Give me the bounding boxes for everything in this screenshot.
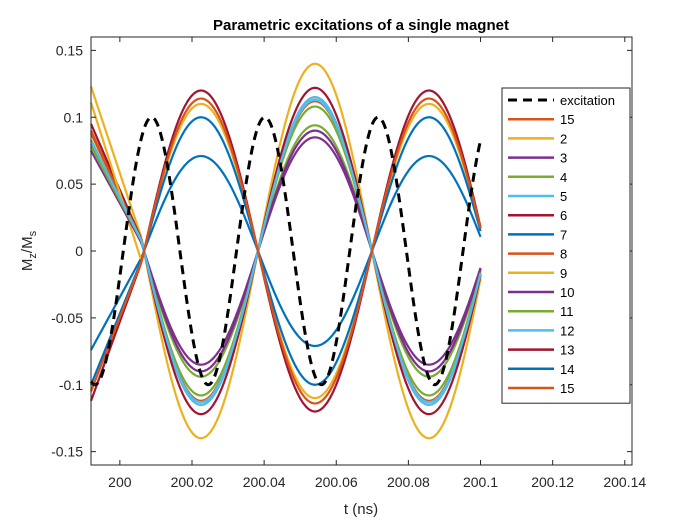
legend-label: 5 xyxy=(560,189,567,204)
legend-label: 9 xyxy=(560,266,567,281)
y-axis-label-sub-z: z xyxy=(27,253,39,259)
excitation-line xyxy=(89,115,482,387)
data-lines xyxy=(89,62,482,440)
x-tick-label: 200.12 xyxy=(531,474,574,490)
x-tick-label: 200.04 xyxy=(243,474,286,490)
axes: 200 200.02 200.04 200.06 200.08 200.1 200.12 20… xyxy=(51,36,646,490)
legend-label: 15 xyxy=(560,112,574,127)
y-axis-label-main: M xyxy=(19,259,36,272)
legend-label: 12 xyxy=(560,323,574,338)
legend-label: 4 xyxy=(560,170,567,185)
y-axis-label-mid: /M xyxy=(19,236,36,253)
chart-title: Parametric excitations of a single magne… xyxy=(213,17,509,34)
x-tick-label: 200.02 xyxy=(171,474,214,490)
y-tick-label: 0.15 xyxy=(56,42,83,58)
y-tick-label: 0.05 xyxy=(56,176,83,192)
y-tick-label: -0.05 xyxy=(51,310,83,326)
x-tick-label: 200.06 xyxy=(315,474,358,490)
series-line-2 xyxy=(89,62,482,440)
legend-label: 7 xyxy=(560,227,567,242)
x-tick-label: 200.14 xyxy=(603,474,646,490)
series-line-12 xyxy=(90,98,482,404)
y-tick-label: -0.15 xyxy=(51,444,83,460)
legend-label: 15 xyxy=(560,381,574,396)
y-tick-label: 0.1 xyxy=(64,109,84,125)
y-tick-label: -0.1 xyxy=(59,377,83,393)
legend-label: 11 xyxy=(560,304,574,319)
y-axis-label: Mz/Ms xyxy=(19,230,39,271)
legend-label: 6 xyxy=(560,208,567,223)
legend-label: 13 xyxy=(560,343,574,358)
series-line-7 xyxy=(90,154,482,351)
legend-label: 3 xyxy=(560,151,567,166)
y-tick-label: 0 xyxy=(75,243,83,259)
series-line-14 xyxy=(89,116,482,386)
series-line-10 xyxy=(90,129,482,373)
x-tick-label: 200 xyxy=(108,474,132,490)
y-axis-label-sub-s: s xyxy=(27,230,39,236)
legend: excitation 15 2 3 4 5 6 7 8 9 10 11 12 13 14 15 xyxy=(501,87,631,404)
legend-label: 14 xyxy=(560,362,574,377)
series-line-15 xyxy=(89,97,482,405)
x-axis-label: t (ns) xyxy=(344,501,378,518)
legend-label: 10 xyxy=(560,285,574,300)
legend-label: 8 xyxy=(560,247,567,262)
legend-label: 2 xyxy=(560,131,567,146)
x-tick-label: 200.08 xyxy=(387,474,430,490)
legend-label: excitation xyxy=(560,93,615,108)
x-tick-label: 200.1 xyxy=(463,474,498,490)
